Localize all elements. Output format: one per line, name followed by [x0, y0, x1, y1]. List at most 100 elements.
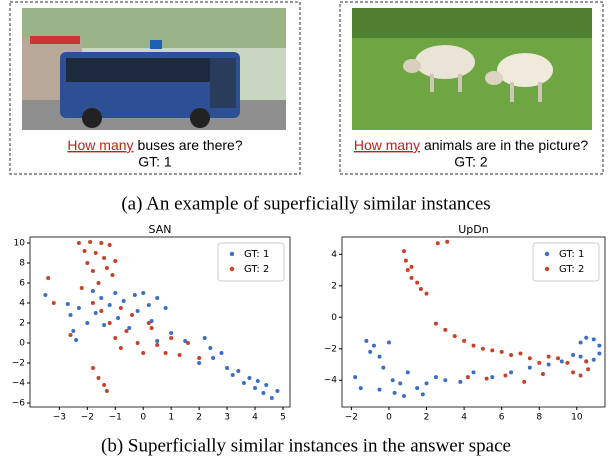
scatter-point	[74, 338, 78, 342]
scatter-point	[391, 378, 395, 382]
scatter-point	[102, 383, 106, 387]
scatter-point	[485, 377, 489, 381]
legend-marker	[230, 267, 234, 271]
scatter-point	[99, 241, 103, 245]
scatter-point	[66, 302, 70, 306]
scatter-point	[69, 333, 73, 337]
caption: (a) An example of superficially similar …	[121, 193, 490, 214]
y-tick-label: −4	[12, 379, 26, 389]
scatter-point	[155, 296, 159, 300]
scatter-point	[410, 265, 414, 269]
scatter-point	[415, 281, 419, 285]
scatter-point	[571, 353, 575, 357]
scatter-point	[124, 329, 128, 333]
scatter-point	[147, 321, 151, 325]
scatter-point	[378, 388, 382, 392]
y-tick-label: 2	[19, 319, 25, 329]
scatter-point	[528, 366, 532, 370]
scatter-point	[518, 351, 522, 355]
scatter-point	[393, 391, 397, 395]
scatter-point	[91, 289, 95, 293]
scatter-point	[597, 351, 601, 355]
answer: GT: 2	[454, 154, 488, 170]
figure: How manybuses are there? GT: 1 How manya…	[0, 0, 613, 464]
y-tick-label: 0	[331, 313, 337, 323]
scatter-point	[453, 334, 457, 338]
scatter-point	[597, 344, 601, 348]
scatter-point	[108, 321, 112, 325]
legend-label: GT: 2	[559, 264, 584, 275]
scatter-point	[211, 356, 215, 360]
scatter-point	[560, 359, 564, 363]
scatter-point	[105, 266, 109, 270]
scatter-point	[419, 287, 423, 291]
question-text: animals are in the picture?	[424, 137, 588, 153]
scatter-point	[85, 261, 89, 265]
scatter-point	[353, 375, 357, 379]
scatter-point	[256, 379, 260, 383]
scatter-point	[169, 336, 173, 340]
scatter-point	[398, 381, 402, 385]
scatter-point	[270, 396, 274, 400]
scatter-point	[462, 339, 466, 343]
scatter-point	[406, 268, 410, 272]
scatter-point	[264, 383, 268, 387]
scatter-point	[364, 339, 368, 343]
scatter-point	[565, 361, 569, 365]
scatter-point	[381, 366, 385, 370]
scatter-point	[584, 336, 588, 340]
scatter-point	[77, 241, 81, 245]
x-tick-label: 2	[424, 413, 430, 423]
scatter-point	[133, 293, 137, 297]
y-tick-label: −4	[324, 376, 338, 386]
scatter-point	[236, 369, 240, 373]
scatter-point	[113, 291, 117, 295]
scatter-point	[522, 380, 526, 384]
y-tick-label: 4	[19, 299, 25, 309]
scatter-point	[169, 331, 173, 335]
x-tick-label: 3	[224, 413, 230, 423]
x-tick-label: −2	[345, 413, 358, 423]
scatter-point	[155, 339, 159, 343]
scatter-point	[406, 370, 410, 374]
scatter-point	[225, 366, 229, 370]
scatter-point	[275, 389, 279, 393]
scatter-point	[220, 351, 224, 355]
scatter-point	[445, 240, 449, 244]
scatter-point	[490, 348, 494, 352]
scatter-point	[368, 350, 372, 354]
legend-marker	[545, 267, 549, 271]
x-tick-label: 8	[536, 413, 542, 423]
scatter-point	[421, 392, 425, 396]
scatter-point	[147, 303, 151, 307]
scatter-point	[443, 378, 447, 382]
scatter-point	[404, 259, 408, 263]
legend-label: GT: 1	[244, 249, 269, 260]
y-tick-label: 8	[19, 259, 25, 269]
scatter-point	[436, 241, 440, 245]
scatter-point	[113, 336, 117, 340]
scatter-point	[415, 386, 419, 390]
scatter-point	[105, 389, 109, 393]
scatter-point	[150, 326, 154, 330]
scatter-point	[94, 251, 98, 255]
scatter-point	[584, 359, 588, 363]
scatter-point	[592, 358, 596, 362]
scatter-point	[91, 269, 95, 273]
scatter-point	[547, 355, 551, 359]
scatter-point	[136, 341, 140, 345]
scatter-point	[164, 351, 168, 355]
legend-marker	[230, 252, 234, 256]
x-tick-label: 10	[571, 413, 583, 423]
scatter-point	[46, 276, 50, 280]
y-tick-label: 2	[331, 281, 337, 291]
scatter-point	[592, 337, 596, 341]
scatter-point	[94, 311, 98, 315]
question-highlight: How many	[67, 137, 133, 153]
scatter-point	[402, 394, 406, 398]
scatter-point	[96, 281, 100, 285]
scatter-point	[579, 340, 583, 344]
scatter-point	[96, 376, 100, 380]
